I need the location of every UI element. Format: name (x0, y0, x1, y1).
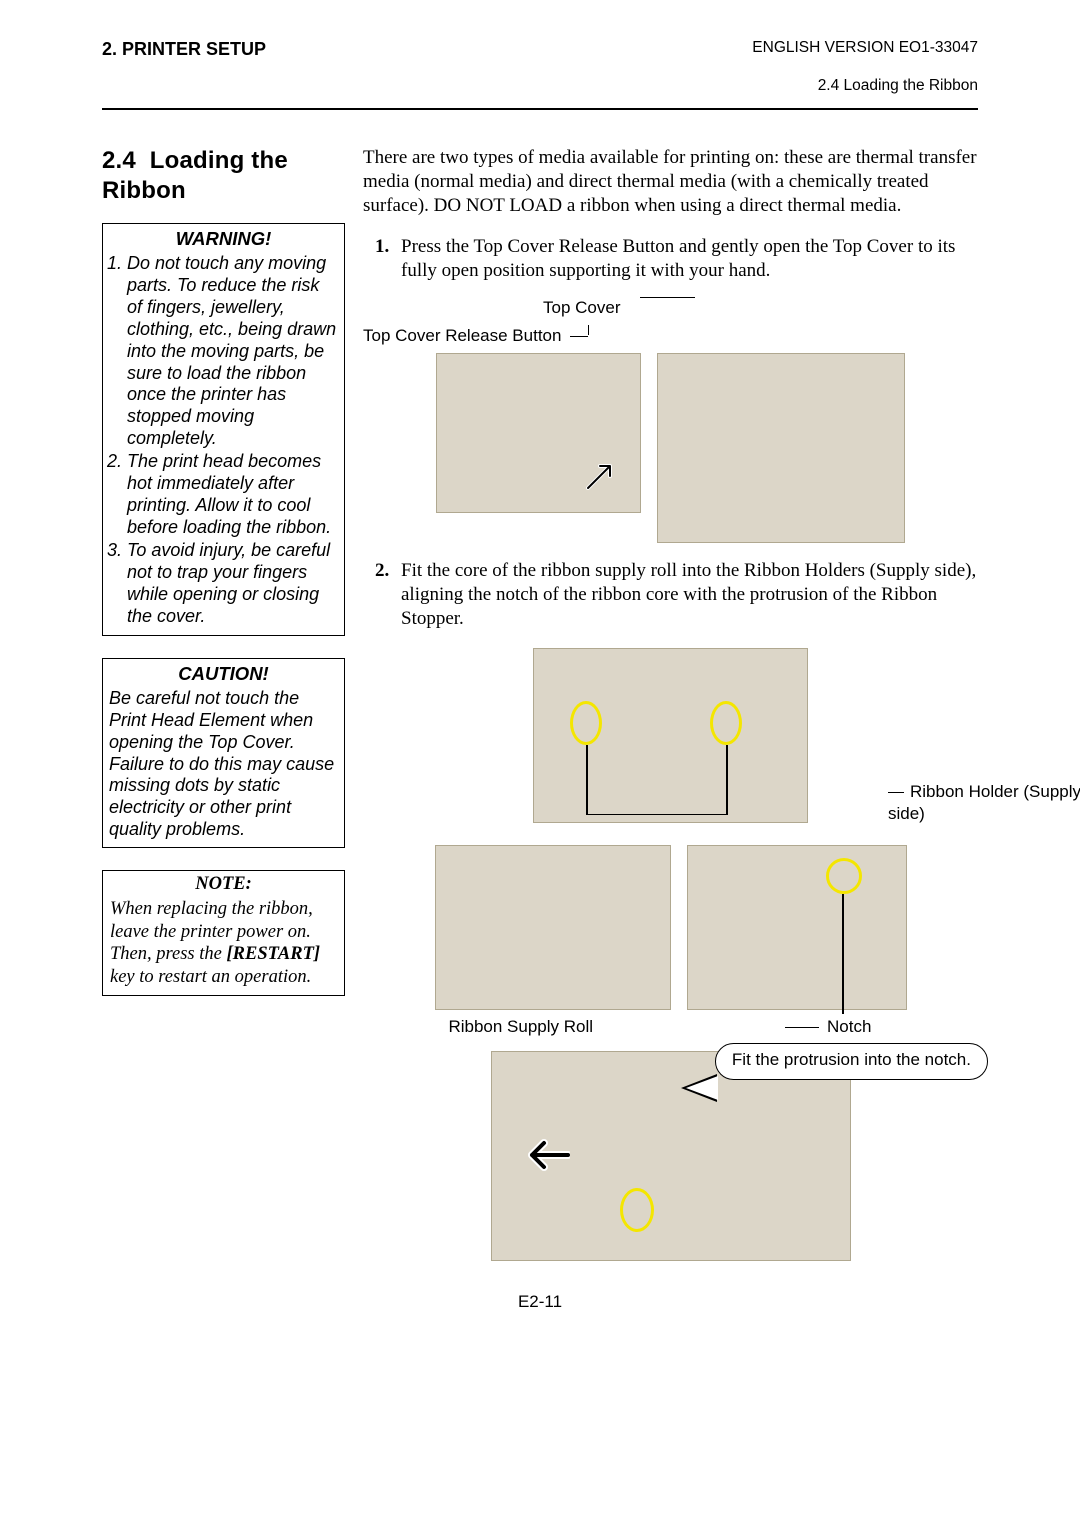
note-body: When replacing the ribbon, leave the pri… (110, 898, 337, 988)
page-number: E2-11 (102, 1291, 978, 1313)
step-text: Fit the core of the ribbon supply roll i… (401, 559, 978, 632)
callout-text: Fit the protrusion into the notch. (732, 1050, 971, 1069)
warning-title: WARNING! (109, 227, 338, 251)
label-release-button: Top Cover Release Button (363, 326, 561, 345)
label-notch: Notch (718, 1016, 938, 1038)
step-number: 1. (375, 235, 393, 284)
figure-ribbon-holder: Ribbon Holder (Supply side) (363, 648, 978, 823)
figure-fit-protrusion: Fit the protrusion into the notch. (363, 1051, 978, 1261)
photo-printer-closed (436, 353, 641, 513)
header-version: ENGLISH VERSION EO1-33047 (752, 38, 978, 58)
caution-box: CAUTION! Be careful not touch the Print … (102, 658, 345, 848)
label-ribbon-holder: Ribbon Holder (Supply side) (888, 781, 1080, 825)
step-1: 1. Press the Top Cover Release Button an… (363, 235, 978, 284)
photo-ribbon-holder (533, 648, 808, 823)
label-top-cover: Top Cover (543, 297, 620, 319)
note-title: NOTE: (110, 873, 337, 897)
label-ribbon-supply-roll: Ribbon Supply Roll (403, 1016, 639, 1038)
photo-ribbon-roll-side (435, 845, 671, 1010)
step-2: 2. Fit the core of the ribbon supply rol… (363, 559, 978, 632)
photo-fit-protrusion (491, 1051, 851, 1261)
left-column: 2.4 Loading the Ribbon WARNING! Do not t… (102, 146, 345, 1262)
figure-labels-row: Top Cover Top Cover Release Button (363, 297, 978, 347)
caution-title: CAUTION! (109, 662, 338, 686)
caution-body: Be careful not touch the Print Head Elem… (109, 688, 338, 842)
warning-item: The print head becomes hot immediately a… (127, 451, 338, 539)
right-column: There are two types of media available f… (363, 146, 978, 1262)
section-title: 2.4 Loading the Ribbon (102, 146, 345, 207)
warning-item: Do not touch any moving parts. To reduce… (127, 253, 338, 451)
photo-ribbon-roll-end (687, 845, 907, 1010)
header-rule (102, 108, 978, 110)
figure-row-rolls (363, 845, 978, 1010)
figure-row-1 (363, 353, 978, 543)
photo-printer-open (657, 353, 905, 543)
header-right: ENGLISH VERSION EO1-33047 2.4 Loading th… (752, 38, 978, 96)
step-text: Press the Top Cover Release Button and g… (401, 235, 978, 284)
warning-item: To avoid injury, be careful not to trap … (127, 540, 338, 628)
page-header: 2. PRINTER SETUP ENGLISH VERSION EO1-330… (102, 38, 978, 102)
note-box: NOTE: When replacing the ribbon, leave t… (102, 870, 345, 996)
warning-box: WARNING! Do not touch any moving parts. … (102, 223, 345, 636)
step-number: 2. (375, 559, 393, 632)
callout-bubble: Fit the protrusion into the notch. (715, 1043, 988, 1079)
intro-paragraph: There are two types of media available f… (363, 146, 978, 219)
header-subsection: 2.4 Loading the Ribbon (752, 76, 978, 96)
warning-list: Do not touch any moving parts. To reduce… (109, 253, 338, 628)
header-left: 2. PRINTER SETUP (102, 38, 266, 61)
